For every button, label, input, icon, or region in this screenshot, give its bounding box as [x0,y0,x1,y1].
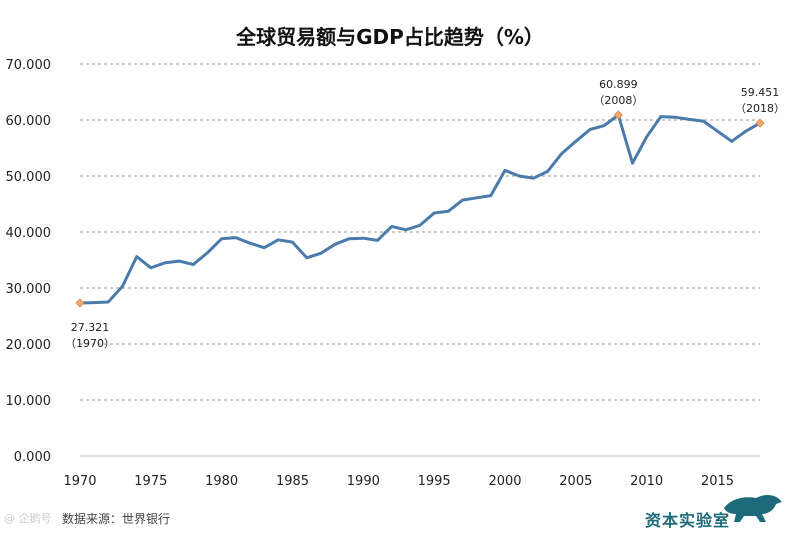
y-tick-label: 70.000 [6,58,52,73]
watermark-text: @ 企鹅号 [4,512,52,525]
x-tick-label: 1980 [205,474,238,489]
x-tick-label: 2005 [559,474,592,489]
annotation-year: （2008） [593,94,643,107]
highlight-marker [613,110,623,120]
data-source-note: 数据来源：世界银行 [62,512,171,526]
series-line [79,113,761,305]
annotations: 27.321 （1970） 60.899 （2008） 59.451 （2018） [65,78,785,350]
y-tick-label: 60.000 [6,114,52,129]
y-tick-label: 30.000 [6,282,52,297]
y-tick-label: 40.000 [6,226,52,241]
x-tick-label: 1995 [418,474,451,489]
annotation-value: 59.451 [741,86,780,99]
y-tick-label: 0.000 [14,450,51,465]
x-tick-label: 1975 [134,474,167,489]
highlight-marker [75,298,85,308]
panther-logo-icon [724,495,782,522]
x-tick-label: 2010 [630,474,663,489]
x-tick-label: 2015 [701,474,734,489]
x-tick-label: 1985 [276,474,309,489]
x-tick-label: 2000 [488,474,521,489]
series-layer [79,113,761,305]
annotation-value: 27.321 [71,321,110,334]
gridlines [80,63,760,401]
annotation-value: 60.899 [599,78,638,91]
axes: 0.000 10.000 20.000 30.000 40.000 50.000 60.00… [6,58,760,489]
y-tick-label: 10.000 [6,394,52,409]
highlight-marker [755,118,765,128]
chart-title: 全球贸易额与GDP占比趋势（%） [235,25,544,49]
x-tick-label: 1990 [347,474,380,489]
annotation-year: （2018） [735,102,785,115]
annotation-year: （1970） [65,337,115,350]
x-tick-label: 1970 [63,474,96,489]
y-tick-label: 50.000 [6,170,52,185]
y-tick-label: 20.000 [6,338,52,353]
brand-logo-text: 资本实验室 [645,511,731,530]
